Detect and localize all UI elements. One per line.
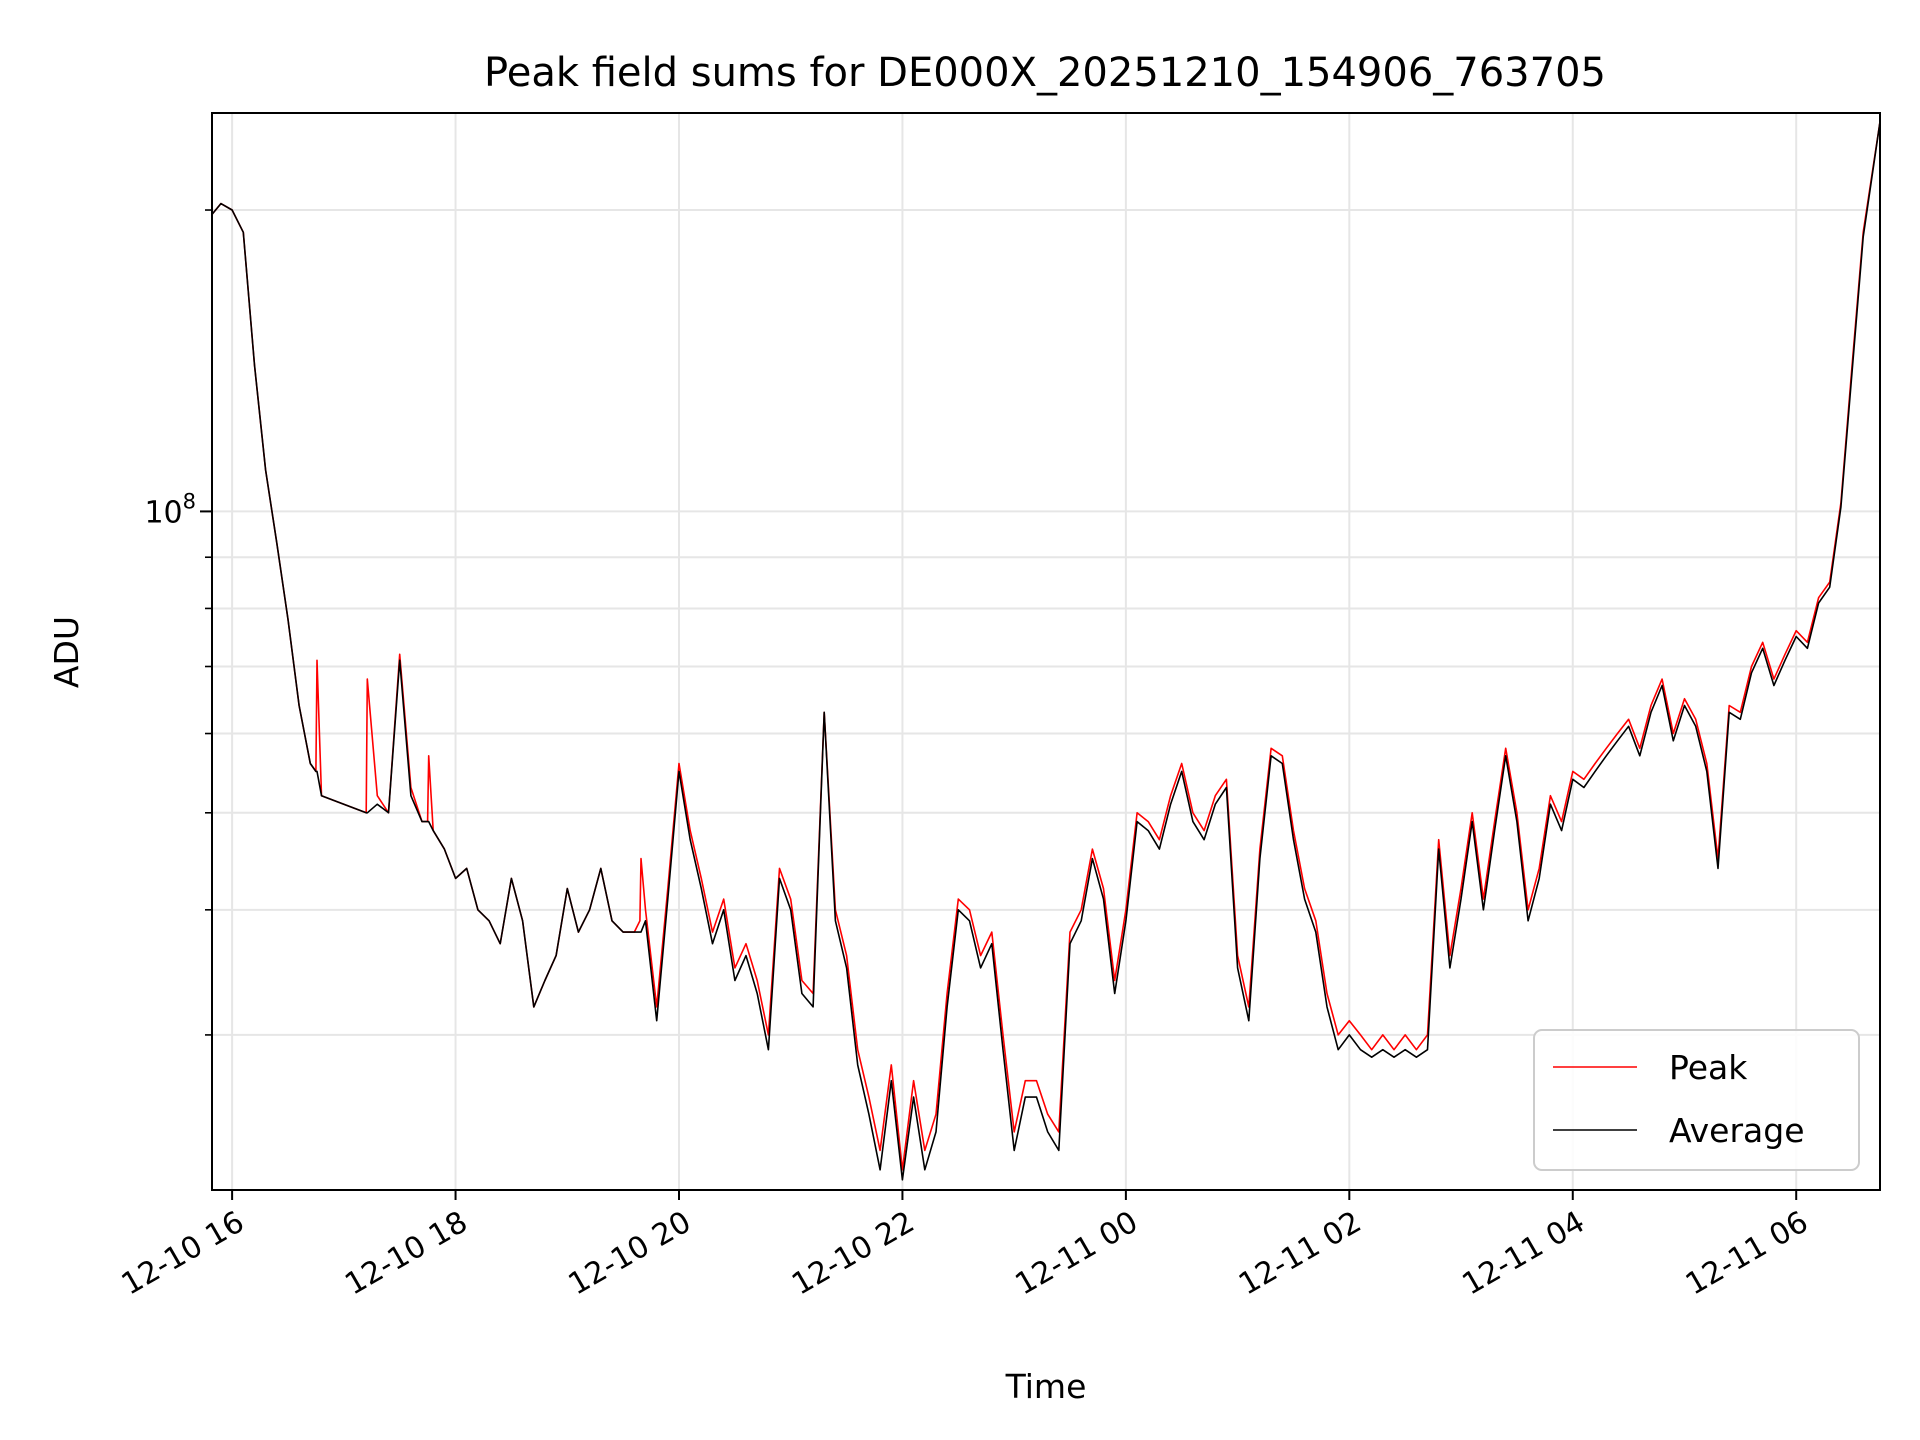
legend-box (1533, 1029, 1860, 1171)
chart-title: Peak field sums for DE000X_20251210_1549… (484, 50, 1606, 96)
y-axis-ticks: 108 (144, 209, 212, 1036)
legend-average-label: Average (1669, 1111, 1805, 1150)
legend-peak-label: Peak (1669, 1048, 1748, 1087)
series-line-average (212, 121, 1880, 1181)
y-tick-label: 108 (144, 489, 196, 530)
y-axis-label: ADU (47, 616, 86, 688)
grid (212, 113, 1880, 1190)
plot-frame (211, 112, 1881, 1191)
series-layer (212, 121, 1880, 1181)
x-axis-label: Time (1005, 1367, 1087, 1406)
legend: Peak Average (1533, 1029, 1860, 1171)
